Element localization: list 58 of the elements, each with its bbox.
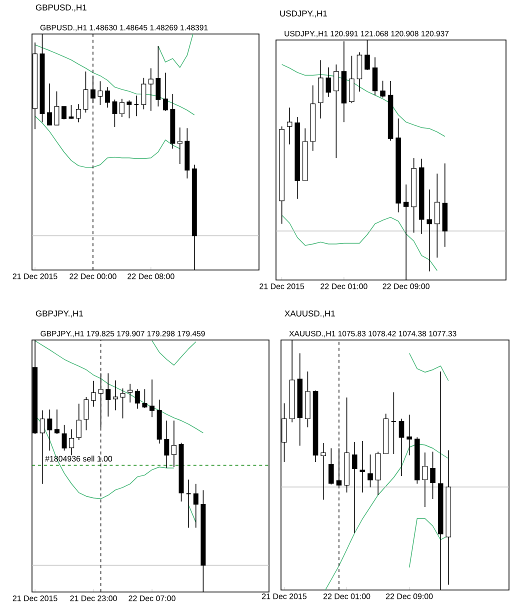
candlestick [47, 83, 52, 126]
candlestick [356, 52, 362, 92]
candlestick [320, 442, 326, 500]
candlestick [177, 127, 182, 164]
candlestick [54, 90, 60, 126]
candlestick [98, 80, 103, 106]
candlestick [141, 77, 146, 110]
candlestick [142, 388, 148, 408]
candlestick [76, 403, 82, 440]
candlestick [40, 410, 45, 484]
chart-title: XAUUSD.,H1 [284, 310, 335, 318]
candlestick [326, 66, 332, 98]
candlestick [434, 173, 440, 258]
candlestick [349, 55, 354, 104]
candlestick [406, 414, 412, 456]
candlestick [84, 396, 89, 431]
candlestick [134, 388, 140, 410]
candlestick [328, 448, 334, 485]
candlestick [120, 388, 126, 419]
candlestick [119, 98, 124, 118]
candlestick [368, 454, 373, 488]
candlestick [112, 380, 118, 411]
candlestick [62, 424, 67, 452]
candlestick [68, 104, 74, 120]
candlestick [352, 442, 358, 534]
candlestick [193, 483, 198, 528]
candlestick [150, 379, 155, 418]
candlestick [186, 479, 192, 528]
candlestick [372, 56, 378, 96]
candlestick [380, 80, 386, 98]
candlestick [62, 106, 66, 120]
candlestick [76, 104, 81, 123]
candlestick [426, 189, 432, 272]
candlestick [106, 372, 111, 417]
candlestick [91, 380, 96, 408]
candlestick [47, 409, 52, 452]
candlestick [104, 86, 110, 108]
candlestick [156, 46, 161, 107]
candlestick [171, 420, 176, 468]
candlestick [390, 392, 397, 454]
chart-title: GBPJPY.,H1 [36, 310, 83, 318]
candlestick [83, 71, 88, 113]
chart-title: USDJPY.,H1 [280, 10, 327, 18]
candlestick [360, 440, 366, 493]
candlestick [134, 95, 140, 117]
candlestick [54, 409, 60, 434]
candlestick [286, 107, 292, 145]
chart-title: GBPUSD.,H1 [36, 4, 86, 12]
candlestick [430, 451, 436, 500]
candlestick [148, 68, 154, 112]
candlestick [69, 428, 74, 456]
candlestick [398, 418, 404, 476]
candlestick [162, 72, 168, 112]
candlestick [112, 99, 118, 128]
candlestick [126, 100, 132, 119]
candlestick [334, 64, 339, 158]
candlestick [422, 452, 428, 508]
candlestick [164, 420, 170, 468]
